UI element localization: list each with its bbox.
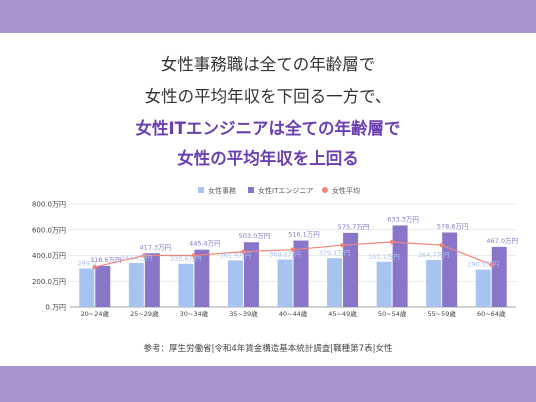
label-office-2: 335.6万円 bbox=[170, 255, 202, 263]
bar-it-7 bbox=[442, 232, 458, 307]
average-point-4 bbox=[290, 247, 296, 252]
headline-line-3: 女性ITエンジニアは全ての年齢層で bbox=[135, 119, 401, 138]
label-it-7: 578.6万円 bbox=[437, 223, 469, 231]
bar-it-8 bbox=[491, 246, 507, 307]
x-tick-label: 35~39歳 bbox=[229, 309, 258, 318]
label-it-1: 417.3万円 bbox=[140, 243, 172, 251]
x-tick-label: 30~34歳 bbox=[180, 309, 209, 318]
average-point-2 bbox=[191, 253, 197, 258]
bar-it-2 bbox=[194, 249, 210, 307]
bar-it-0 bbox=[95, 265, 111, 307]
label-office-4: 368.2万円 bbox=[269, 251, 301, 259]
average-point-7 bbox=[439, 243, 444, 248]
bar-office-4 bbox=[277, 259, 293, 307]
label-office-3: 361.9万円 bbox=[220, 251, 252, 259]
bar-office-2 bbox=[178, 263, 194, 307]
headline-line-1: 女性事務職は全ての年齢層で bbox=[160, 55, 376, 74]
legend-label-1: 女性ITエンジニア bbox=[258, 186, 313, 195]
label-it-0: 318.6万円 bbox=[90, 256, 122, 264]
average-point-5 bbox=[340, 243, 345, 248]
y-tick-label: 0.万円 bbox=[45, 304, 66, 312]
bar-it-6 bbox=[392, 225, 408, 307]
bar-it-4 bbox=[293, 240, 309, 307]
bar-it-1 bbox=[144, 253, 160, 307]
y-tick-label: 400.0万円 bbox=[32, 252, 66, 260]
label-it-5: 575.7万円 bbox=[338, 223, 370, 231]
x-tick-label: 55~59歳 bbox=[427, 309, 456, 318]
label-it-4: 516.1万円 bbox=[288, 231, 320, 239]
x-tick-label: 20~24歳 bbox=[81, 309, 110, 318]
label-office-8: 290.5万円 bbox=[467, 261, 499, 269]
label-office-1: 342.4万円 bbox=[121, 254, 153, 262]
bar-office-1 bbox=[128, 262, 144, 307]
average-point-6 bbox=[389, 239, 395, 245]
chart-bars bbox=[79, 225, 507, 307]
x-tick-label: 60~64歳 bbox=[477, 309, 506, 318]
chart-legend: 女性事務 女性ITエンジニア 女性平均 bbox=[198, 186, 360, 195]
legend-label-2: 女性平均 bbox=[332, 186, 360, 195]
legend-label-0: 女性事務 bbox=[208, 186, 236, 195]
label-it-8: 467.0万円 bbox=[486, 237, 518, 245]
y-tick-label: 800.0万円 bbox=[32, 201, 66, 209]
average-point-8 bbox=[489, 262, 494, 267]
x-tick-label: 40~44歳 bbox=[279, 309, 308, 318]
average-point-1 bbox=[142, 253, 147, 258]
source-note: 参考：厚生労働省|令和4年賃金構造基本統計調査|職種第7表|女性 bbox=[143, 344, 393, 354]
label-office-6: 351.1万円 bbox=[368, 253, 400, 261]
average-point-3 bbox=[241, 249, 246, 254]
bar-office-3 bbox=[227, 260, 243, 307]
y-tick-label: 600.0万円 bbox=[32, 226, 66, 234]
bar-office-5 bbox=[327, 258, 343, 307]
bar-it-5 bbox=[343, 232, 359, 307]
legend-swatch-0 bbox=[198, 187, 204, 193]
x-tick-label: 45~49歳 bbox=[328, 309, 357, 318]
bar-office-6 bbox=[376, 261, 392, 307]
label-office-5: 379.1万円 bbox=[319, 249, 351, 257]
label-it-2: 445.4万円 bbox=[189, 240, 221, 248]
headline-line-2: 女性の平均年収を下回る一方で、 bbox=[144, 87, 392, 106]
x-tick-label: 50~54歳 bbox=[378, 309, 407, 318]
top-band bbox=[0, 0, 536, 33]
bar-office-0 bbox=[79, 268, 95, 307]
label-office-7: 364.7万円 bbox=[418, 251, 450, 259]
label-it-6: 633.3万円 bbox=[387, 215, 419, 223]
bar-office-8 bbox=[475, 269, 491, 307]
headline-line-4: 女性の平均年収を上回る bbox=[177, 149, 359, 168]
label-it-3: 503.0万円 bbox=[239, 232, 271, 240]
label-office-0: 299.0 bbox=[77, 260, 96, 268]
bar-office-7 bbox=[426, 260, 442, 307]
bar-it-3 bbox=[243, 242, 259, 307]
legend-swatch-2 bbox=[322, 187, 328, 193]
legend-swatch-1 bbox=[248, 187, 254, 193]
bottom-band bbox=[0, 366, 536, 402]
x-tick-label: 25~29歳 bbox=[130, 309, 159, 318]
chart-axis: 0.万円 200.0万円 400.0万円 600.0万円 800.0万円 20~24歳 25… bbox=[32, 201, 506, 319]
y-tick-label: 200.0万円 bbox=[32, 278, 66, 286]
average-point-0 bbox=[92, 264, 97, 270]
average-line bbox=[92, 239, 494, 270]
